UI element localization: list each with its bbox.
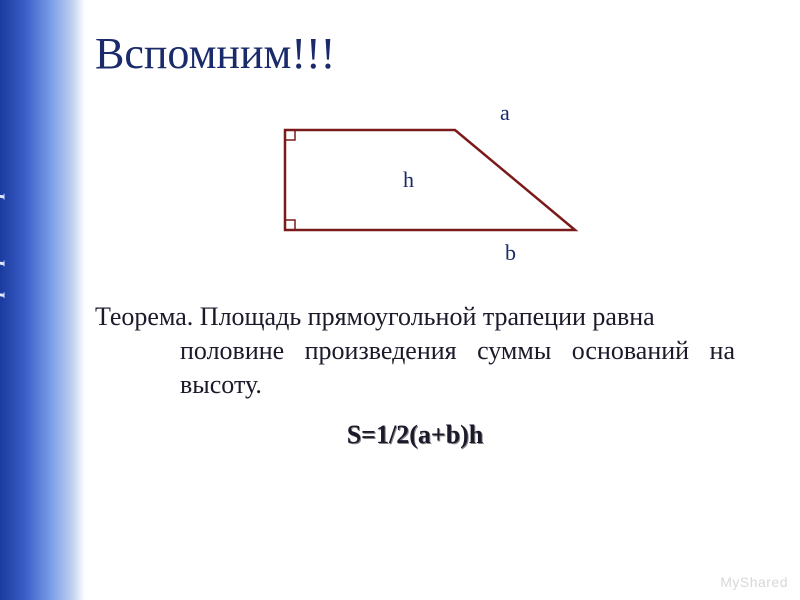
label-h: h bbox=[403, 167, 414, 193]
theorem-line1: Теорема. Площадь прямоугольной трапеции … bbox=[95, 302, 655, 331]
page-title: Вспомним!!! bbox=[95, 28, 335, 79]
trapezoid-diagram: a h b bbox=[255, 100, 615, 280]
sidebar-title: Математические основы программирования bbox=[0, 116, 6, 576]
watermark: MyShared bbox=[720, 574, 788, 590]
right-angle-top bbox=[285, 130, 295, 140]
theorem-text: Теорема. Площадь прямоугольной трапеции … bbox=[95, 300, 735, 401]
formula: S=1/2(a+b)h bbox=[347, 420, 484, 450]
label-a: a bbox=[500, 100, 510, 126]
formula-row: S=1/2(a+b)h bbox=[95, 420, 735, 450]
sidebar-gradient: Математические основы программирования bbox=[0, 0, 85, 600]
trapezoid-svg bbox=[255, 100, 615, 270]
trapezoid-shape bbox=[285, 130, 575, 230]
right-angle-bottom bbox=[285, 220, 295, 230]
theorem-line2: половине произведения суммы оснований на… bbox=[95, 334, 735, 402]
label-b: b bbox=[505, 240, 516, 266]
slide-content: Вспомним!!! a h b Теорема. Площадь прямо… bbox=[95, 0, 795, 600]
